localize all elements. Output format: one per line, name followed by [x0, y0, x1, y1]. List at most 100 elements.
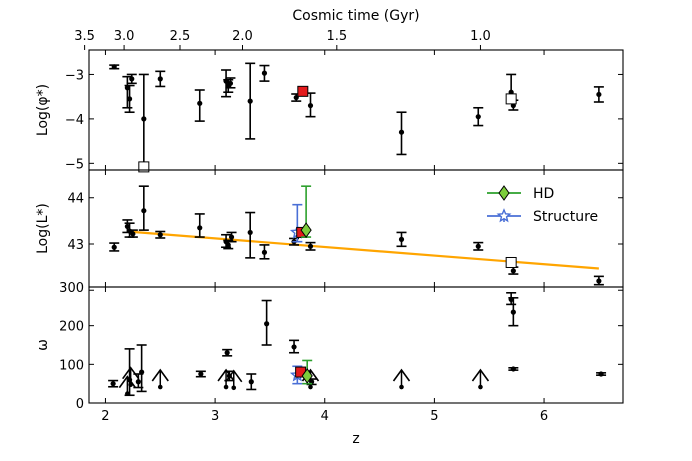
data-point-p2-3 — [136, 344, 147, 393]
data-point-marker-p0-9 — [225, 82, 231, 89]
data-point-marker-p0-18 — [596, 91, 602, 98]
data-point-p1-11 — [259, 244, 270, 260]
data-point-p2-7 — [246, 373, 257, 391]
ylabel-p0: Log(φ*) — [35, 84, 51, 136]
data-point-p0-1 — [122, 75, 133, 109]
legend-structure-star — [496, 208, 512, 223]
data-point-marker-p1-10 — [247, 229, 253, 236]
ytick-label-p0-2: −3 — [65, 68, 84, 83]
data-point-p1-6 — [194, 213, 205, 238]
frames-layer — [84, 45, 624, 404]
data-point-marker-p0-6 — [197, 100, 203, 106]
data-point-marker-p0-0 — [111, 64, 117, 70]
toptick-label-3: 2.0 — [232, 29, 253, 44]
ytick-label-p2-1: 100 — [59, 358, 84, 373]
top-axis-title: Cosmic time (Gyr) — [292, 8, 419, 24]
data-point-marker-p2-3 — [139, 369, 145, 375]
data-point-marker-p1-4 — [141, 208, 147, 214]
xtick-label-4: 6 — [540, 409, 548, 424]
data-point-marker-p2-7 — [248, 379, 254, 385]
data-point-p2-13 — [508, 366, 519, 372]
limit-arrow-dot-5 — [308, 384, 313, 390]
limit-arrow-dot-0 — [125, 391, 130, 396]
data-point-marker-p2-13 — [510, 366, 516, 372]
data-point-p0-9 — [223, 78, 234, 94]
ytick-label-p0-1: −4 — [65, 113, 84, 128]
data-point-marker-p1-14 — [398, 236, 405, 242]
limit-arrow-p2-2 — [151, 368, 169, 390]
data-point-marker-p1-15 — [475, 243, 481, 249]
ytick-label-p1-2: 44 — [67, 192, 84, 207]
limit-arrow-p2-6 — [392, 368, 411, 390]
data-point-p1-10 — [245, 211, 256, 259]
limit-arrow-p2-1 — [122, 366, 140, 388]
xlabel: z — [352, 431, 359, 447]
data-point-marker-p1-9 — [228, 234, 235, 240]
data-point-p0-5 — [155, 70, 166, 88]
text-layer: −5 −4 −3 Log(φ*) 43 44 Log(L*) 0 100 200 300 ω 2 3 4 5 6… — [35, 8, 598, 447]
legend-structure-label: Structure — [533, 209, 598, 225]
square-marker-p0-0 — [297, 85, 309, 97]
data-point-marker-p2-12 — [510, 309, 516, 315]
data-point-p1-5 — [155, 230, 166, 239]
data-point-marker-p2-4 — [198, 371, 204, 377]
data-point-marker-p0-3 — [129, 76, 135, 82]
ytick-label-p0-0: −5 — [65, 157, 84, 172]
fit-line-panel-1 — [127, 230, 599, 270]
data-point-p1-14 — [396, 231, 407, 248]
limit-arrow-dot-4 — [231, 385, 237, 391]
data-point-marker-p1-8 — [225, 242, 231, 248]
data-point-p2-12 — [508, 297, 519, 327]
data-point-marker-p1-5 — [157, 232, 163, 238]
data-point-marker-p1-11 — [261, 249, 268, 255]
ytick-label-p2-3: 300 — [59, 281, 84, 296]
data-point-p2-14 — [596, 371, 607, 377]
ytick-label-p1-1: 43 — [67, 238, 84, 253]
limit-arrow-head-3 — [217, 368, 235, 382]
data-point-p0-15 — [473, 106, 484, 127]
fit-layer — [127, 230, 599, 270]
panel-frame-0 — [88, 49, 624, 171]
data-point-p0-11 — [259, 64, 270, 82]
ylabel-p1: Log(L*) — [35, 203, 51, 254]
limit-arrow-head-2 — [151, 368, 169, 382]
toptick-label-2: 2.5 — [170, 29, 191, 44]
data-point-marker-p0-4 — [141, 116, 147, 122]
data-point-p1-3 — [127, 229, 138, 238]
ytick-label-p2-2: 200 — [59, 320, 84, 335]
data-point-marker-p1-3 — [130, 231, 136, 237]
data-point-p2-8 — [261, 299, 272, 346]
data-point-marker-p2-0 — [110, 381, 116, 387]
data-point-p0-14 — [396, 111, 407, 156]
data-point-marker-p0-13 — [307, 102, 314, 109]
xtick-label-2: 4 — [321, 409, 329, 424]
data-point-p1-15 — [473, 241, 484, 251]
data-point-p0-6 — [194, 89, 205, 122]
xtick-label-3: 5 — [430, 409, 438, 424]
data-point-p2-0 — [108, 379, 119, 388]
hd-diamond-p1 — [300, 222, 312, 238]
data-point-marker-p2-5 — [224, 350, 230, 356]
square-marker-p0-1 — [138, 161, 150, 173]
data-point-p0-0 — [109, 64, 120, 70]
data-point-marker-p0-1 — [124, 85, 130, 91]
limit-arrow-dot-3 — [223, 384, 229, 390]
data-point-marker-p0-5 — [157, 76, 163, 82]
limit-arrow-dot-6 — [399, 384, 404, 390]
data-point-marker-p1-6 — [197, 225, 203, 231]
legend: HD Structure — [487, 185, 598, 225]
data-point-p1-8 — [223, 239, 234, 250]
data-point-p0-10 — [245, 62, 256, 140]
ylabel-p2: ω — [35, 339, 51, 351]
data-point-p2-5 — [222, 348, 233, 357]
limit-arrow-head-4 — [225, 369, 243, 383]
hd-point-p1 — [300, 185, 312, 238]
data-point-p0-4 — [138, 73, 149, 169]
legend-hd-label: HD — [533, 186, 554, 202]
data-point-p1-9 — [226, 231, 237, 243]
limit-arrow-p2-3 — [217, 368, 235, 390]
limit-arrow-p2-0 — [118, 375, 137, 396]
toptick-label-5: 1.0 — [470, 29, 491, 44]
limit-arrow-dot-7 — [478, 384, 483, 390]
